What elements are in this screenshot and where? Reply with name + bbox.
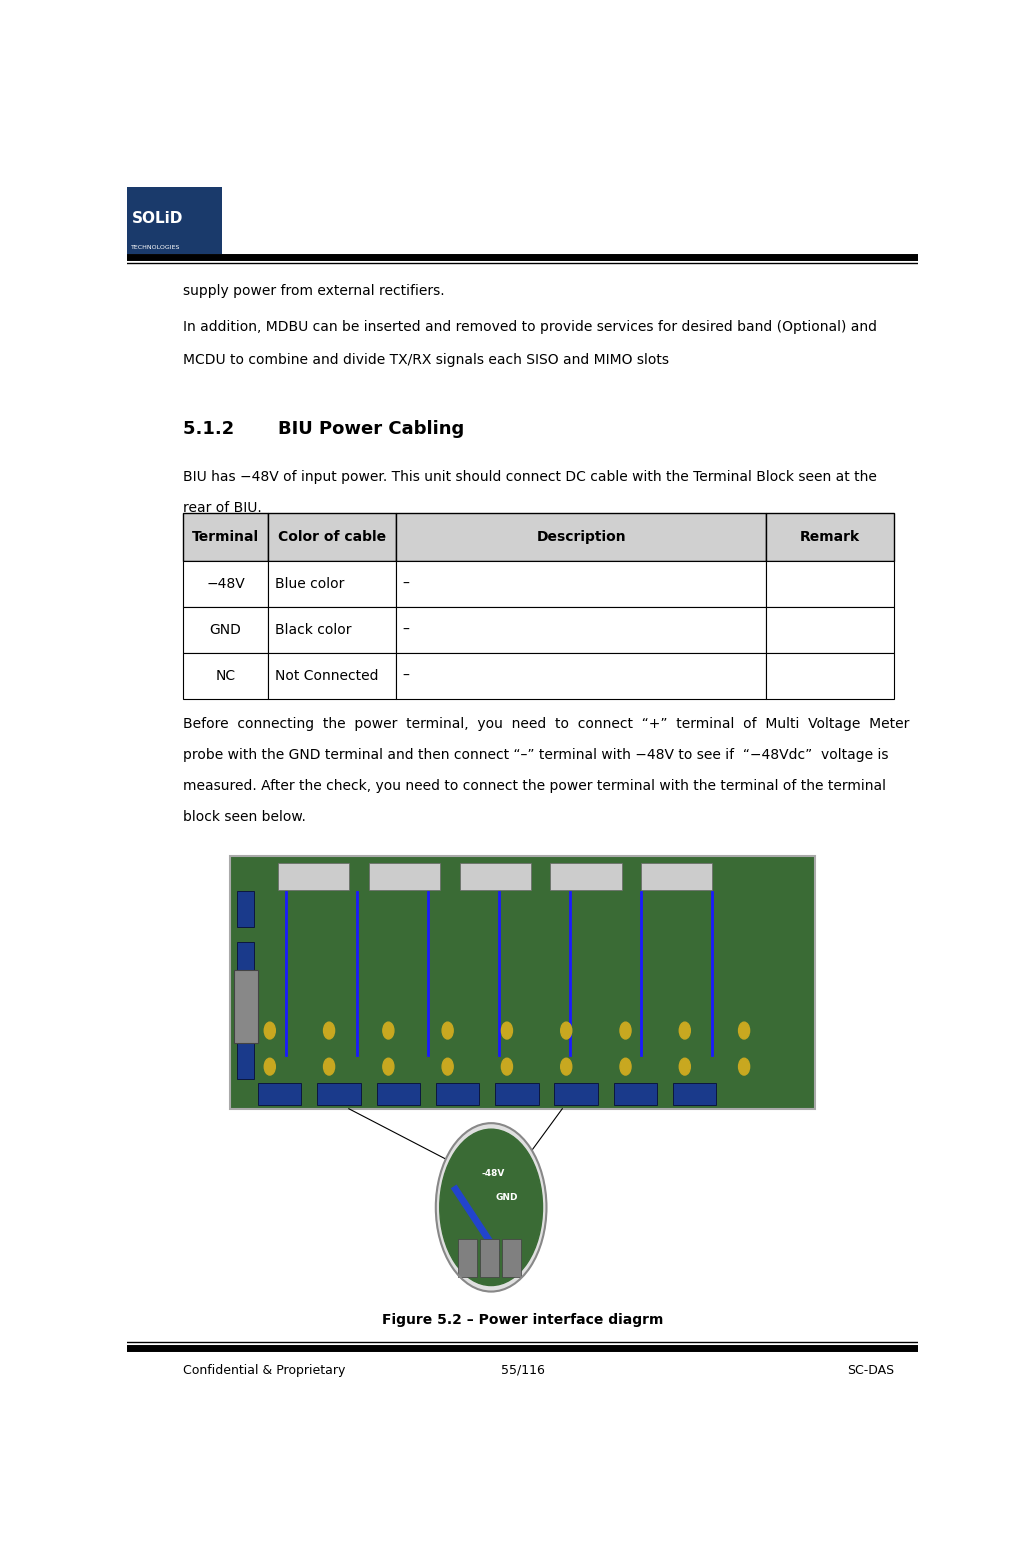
FancyBboxPatch shape	[395, 608, 765, 653]
Circle shape	[439, 1129, 542, 1286]
FancyBboxPatch shape	[182, 653, 268, 698]
Circle shape	[264, 1057, 275, 1075]
Circle shape	[441, 1022, 452, 1039]
Text: supply power from external rectifiers.: supply power from external rectifiers.	[182, 284, 444, 298]
FancyBboxPatch shape	[480, 1239, 498, 1278]
FancyBboxPatch shape	[368, 864, 439, 890]
Circle shape	[382, 1022, 393, 1039]
Text: In addition, MDBU can be inserted and removed to provide services for desired ba: In addition, MDBU can be inserted and re…	[182, 320, 876, 334]
FancyBboxPatch shape	[435, 1084, 479, 1106]
FancyBboxPatch shape	[458, 1239, 477, 1278]
FancyBboxPatch shape	[765, 514, 894, 561]
FancyBboxPatch shape	[376, 1084, 420, 1106]
Text: SC-DAS: SC-DAS	[847, 1364, 894, 1376]
Circle shape	[679, 1057, 690, 1075]
Text: Terminal: Terminal	[192, 531, 259, 545]
Circle shape	[679, 1022, 690, 1039]
FancyBboxPatch shape	[268, 514, 395, 561]
Text: Description: Description	[536, 531, 626, 545]
Circle shape	[738, 1057, 749, 1075]
Text: 55/116: 55/116	[500, 1364, 544, 1376]
FancyBboxPatch shape	[613, 1084, 656, 1106]
Circle shape	[382, 1057, 393, 1075]
Text: TECHNOLOGIES: TECHNOLOGIES	[131, 245, 180, 250]
Circle shape	[501, 1022, 512, 1039]
FancyBboxPatch shape	[550, 864, 621, 890]
FancyBboxPatch shape	[673, 1084, 715, 1106]
Circle shape	[560, 1022, 572, 1039]
FancyBboxPatch shape	[182, 608, 268, 653]
Text: Blue color: Blue color	[274, 578, 343, 592]
FancyBboxPatch shape	[268, 653, 395, 698]
Circle shape	[620, 1022, 631, 1039]
Circle shape	[441, 1057, 452, 1075]
Text: probe with the GND terminal and then connect “–” terminal with −48V to see if  “: probe with the GND terminal and then con…	[182, 748, 888, 762]
Text: GND: GND	[494, 1193, 517, 1203]
Text: MCDU to combine and divide TX/RX signals each SISO and MIMO slots: MCDU to combine and divide TX/RX signals…	[182, 353, 668, 367]
Text: Remark: Remark	[800, 531, 859, 545]
Circle shape	[738, 1022, 749, 1039]
Text: NC: NC	[215, 669, 235, 683]
Text: SOLiD: SOLiD	[131, 211, 182, 226]
Circle shape	[264, 1022, 275, 1039]
Text: −48V: −48V	[206, 578, 245, 592]
Text: -48V: -48V	[481, 1170, 504, 1178]
Circle shape	[560, 1057, 572, 1075]
FancyBboxPatch shape	[395, 653, 765, 698]
Text: –: –	[403, 669, 409, 683]
FancyBboxPatch shape	[277, 864, 348, 890]
FancyBboxPatch shape	[236, 890, 254, 928]
FancyBboxPatch shape	[236, 1042, 254, 1079]
FancyBboxPatch shape	[501, 1239, 521, 1278]
FancyBboxPatch shape	[765, 561, 894, 608]
FancyBboxPatch shape	[317, 1084, 361, 1106]
Text: rear of BIU.: rear of BIU.	[182, 501, 261, 515]
Text: Confidential & Proprietary: Confidential & Proprietary	[182, 1364, 344, 1376]
FancyBboxPatch shape	[230, 856, 814, 1109]
FancyBboxPatch shape	[258, 1084, 302, 1106]
Circle shape	[323, 1057, 334, 1075]
Text: block seen below.: block seen below.	[182, 811, 306, 825]
FancyBboxPatch shape	[268, 608, 395, 653]
Text: –: –	[403, 578, 409, 592]
Circle shape	[620, 1057, 631, 1075]
Circle shape	[323, 1022, 334, 1039]
FancyBboxPatch shape	[127, 187, 222, 253]
FancyBboxPatch shape	[395, 514, 765, 561]
FancyBboxPatch shape	[494, 1084, 538, 1106]
Text: GND: GND	[209, 623, 242, 637]
Circle shape	[435, 1123, 546, 1292]
FancyBboxPatch shape	[460, 864, 530, 890]
FancyBboxPatch shape	[395, 561, 765, 608]
FancyBboxPatch shape	[236, 942, 254, 978]
Circle shape	[501, 1057, 512, 1075]
Text: BIU has −48V of input power. This unit should connect DC cable with the Terminal: BIU has −48V of input power. This unit s…	[182, 470, 876, 484]
FancyBboxPatch shape	[268, 561, 395, 608]
Text: Figure 5.2 – Power interface diagrm: Figure 5.2 – Power interface diagrm	[382, 1314, 662, 1328]
FancyBboxPatch shape	[641, 864, 711, 890]
FancyBboxPatch shape	[182, 514, 268, 561]
FancyBboxPatch shape	[236, 992, 254, 1028]
FancyBboxPatch shape	[765, 653, 894, 698]
FancyBboxPatch shape	[234, 970, 258, 1042]
FancyBboxPatch shape	[554, 1084, 597, 1106]
Text: Not Connected: Not Connected	[274, 669, 378, 683]
Text: 5.1.2       BIU Power Cabling: 5.1.2 BIU Power Cabling	[182, 420, 464, 437]
Text: measured. After the check, you need to connect the power terminal with the termi: measured. After the check, you need to c…	[182, 779, 884, 793]
Text: Black color: Black color	[274, 623, 351, 637]
Text: Before  connecting  the  power  terminal,  you  need  to  connect  “+”  terminal: Before connecting the power terminal, yo…	[182, 717, 908, 731]
FancyBboxPatch shape	[765, 608, 894, 653]
Text: –: –	[403, 623, 409, 637]
FancyBboxPatch shape	[182, 561, 268, 608]
Text: Color of cable: Color of cable	[278, 531, 386, 545]
